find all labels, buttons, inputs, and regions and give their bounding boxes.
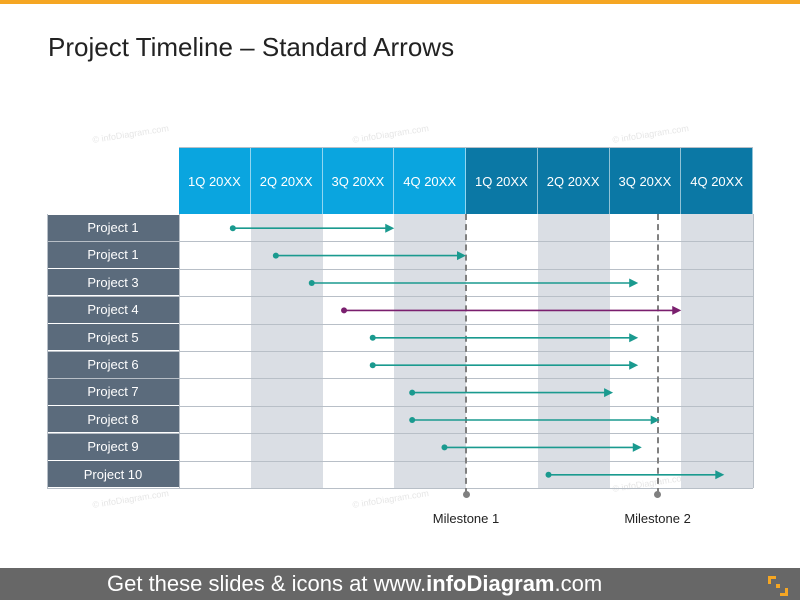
footer-banner: Get these slides & icons at www.infoDiag… xyxy=(0,568,800,600)
arrow-head xyxy=(385,223,395,233)
project-arrow xyxy=(409,388,614,398)
arrow-start-dot xyxy=(308,280,315,286)
arrow-start-dot xyxy=(409,389,416,396)
grid-top-border xyxy=(179,147,753,148)
row-divider xyxy=(47,433,753,435)
project-row-label: Project 6 xyxy=(47,351,179,378)
arrow-start-dot xyxy=(441,444,448,451)
arrow-head xyxy=(604,388,614,398)
quarter-header: 2Q 20XX xyxy=(250,148,323,214)
row-divider xyxy=(47,268,753,270)
milestone-label: Milestone 1 xyxy=(432,511,500,526)
grid-side-border xyxy=(752,214,754,488)
footer-text[interactable]: Get these slides & icons at www.infoDiag… xyxy=(107,571,602,597)
project-row-label: Project 5 xyxy=(47,324,179,351)
row-divider xyxy=(47,241,753,243)
project-row-label: Project 8 xyxy=(47,406,179,433)
project-row-label: Project 1 xyxy=(47,214,179,241)
row-divider xyxy=(47,323,753,325)
milestone-label: Milestone 2 xyxy=(624,511,691,526)
quarter-header: 3Q 20XX xyxy=(609,148,682,214)
quarter-header: 4Q 20XX xyxy=(394,148,466,214)
quarter-header: 4Q 20XX xyxy=(681,148,753,214)
arrow-start-dot xyxy=(341,307,348,314)
project-row-label: Project 1 xyxy=(47,241,179,268)
row-divider xyxy=(47,296,753,298)
arrow-head xyxy=(629,360,639,370)
project-arrow xyxy=(409,415,660,425)
footer-suffix: .com xyxy=(554,571,603,596)
arrow-head xyxy=(629,278,639,288)
arrow-head xyxy=(715,470,725,480)
arrow-start-dot xyxy=(272,252,279,259)
arrow-head xyxy=(457,251,466,261)
arrow-head xyxy=(629,333,639,343)
quarter-header: 1Q 20XX xyxy=(179,148,251,214)
project-row-label: Project 7 xyxy=(47,378,179,405)
project-row-label: Project 9 xyxy=(47,433,179,460)
footer-brand: infoDiagram xyxy=(426,571,555,596)
row-divider xyxy=(47,460,753,462)
project-row-label: Project 4 xyxy=(47,296,179,323)
project-arrow xyxy=(369,333,639,343)
project-arrow xyxy=(341,305,682,315)
arrow-head xyxy=(672,305,682,315)
grid-left-border xyxy=(47,214,48,488)
arrow-start-dot xyxy=(229,225,236,232)
row-divider xyxy=(47,488,753,489)
project-arrow xyxy=(369,360,639,370)
project-arrow xyxy=(272,251,466,261)
project-arrow xyxy=(308,278,639,288)
grid-side-border xyxy=(178,214,180,488)
arrow-start-dot xyxy=(545,471,552,478)
project-arrow xyxy=(441,442,642,452)
row-divider xyxy=(47,378,753,380)
slide-title: Project Timeline – Standard Arrows xyxy=(48,32,455,62)
arrow-start-dot xyxy=(369,362,376,369)
project-arrow xyxy=(545,470,725,480)
row-divider xyxy=(47,405,753,407)
row-divider xyxy=(47,351,753,352)
footer-prefix: Get these slides & icons at www. xyxy=(107,571,427,596)
milestone-line xyxy=(656,214,659,494)
arrow-start-dot xyxy=(409,417,416,423)
quarter-header: 3Q 20XX xyxy=(322,148,395,214)
project-arrow xyxy=(229,223,395,233)
arrow-head xyxy=(650,415,660,425)
arrow-start-dot xyxy=(369,334,376,341)
quarter-header: 2Q 20XX xyxy=(537,148,610,214)
arrow-head xyxy=(632,442,642,452)
brand-logo-icon xyxy=(768,576,788,596)
quarter-header: 1Q 20XX xyxy=(466,148,538,214)
project-row-label: Project 10 xyxy=(47,461,179,488)
milestone-line xyxy=(465,214,467,494)
project-row-label: Project 3 xyxy=(47,269,179,296)
top-accent-bar xyxy=(0,0,800,4)
milestone-marker xyxy=(654,491,662,498)
milestone-marker xyxy=(462,491,470,498)
